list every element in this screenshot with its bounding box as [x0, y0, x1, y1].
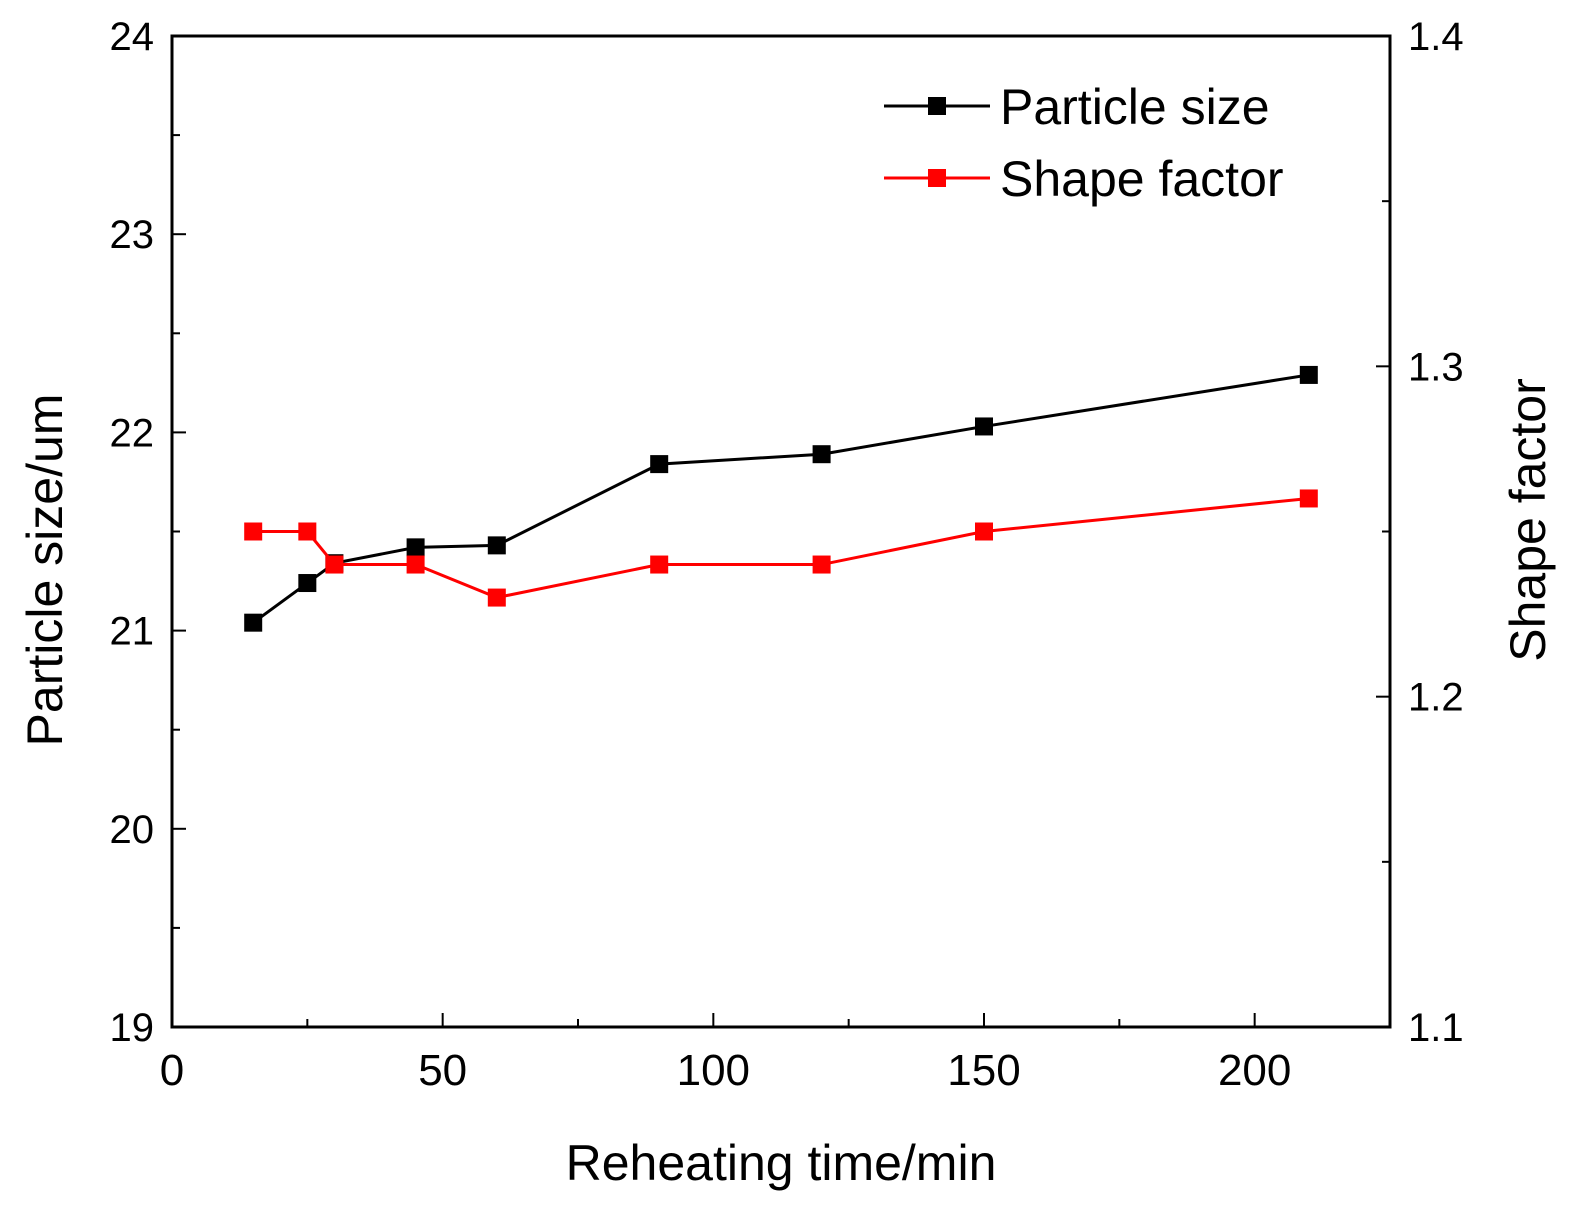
y-axis-label: Particle size/um: [17, 394, 73, 747]
data-point-shape-factor: [298, 522, 317, 541]
data-point-particle-size: [487, 536, 506, 555]
data-point-shape-factor: [650, 555, 669, 574]
x-tick-label: 150: [947, 1046, 1020, 1095]
data-point-particle-size: [812, 445, 831, 464]
legend-label-shape-factor: Shape factor: [1000, 151, 1284, 207]
data-point-shape-factor: [975, 522, 993, 541]
data-point-particle-size: [975, 417, 993, 436]
data-point-particle-size: [650, 455, 669, 474]
x-tick-label: 200: [1218, 1046, 1291, 1095]
y-tick-label: 20: [110, 808, 155, 852]
data-point-shape-factor: [325, 555, 344, 574]
data-point-particle-size: [406, 538, 425, 557]
y-tick-label: 22: [110, 411, 155, 455]
x-axis-label: Reheating time/min: [566, 1135, 997, 1191]
data-point-particle-size: [298, 574, 317, 593]
y-tick-label: 24: [110, 15, 155, 59]
x-tick-label: 100: [677, 1046, 750, 1095]
data-point-particle-size: [1299, 365, 1318, 384]
data-point-shape-factor: [406, 555, 425, 574]
y2-tick-label: 1.1: [1408, 1006, 1464, 1050]
y2-axis-label: Shape factor: [1500, 378, 1556, 662]
legend-marker-particle-size: [928, 97, 946, 115]
data-point-shape-factor: [487, 588, 506, 607]
series-line-particle-size: [252, 373, 1310, 624]
data-point-particle-size: [244, 613, 263, 632]
data-point-shape-factor: [812, 555, 831, 574]
legend: Particle size Shape factor: [884, 79, 1284, 207]
data-point-shape-factor: [244, 522, 263, 541]
y-tick-label: 21: [110, 610, 155, 654]
x-tick-label: 50: [418, 1046, 467, 1095]
y2-tick-label: 1.4: [1408, 15, 1464, 59]
y2-tick-label: 1.2: [1408, 676, 1464, 720]
y-tick-label: 23: [110, 213, 155, 257]
y-tick-label: 19: [110, 1006, 155, 1050]
legend-label-particle-size: Particle size: [1000, 79, 1270, 135]
data-point-shape-factor: [1299, 489, 1318, 508]
x-tick-label: 0: [160, 1046, 184, 1095]
legend-marker-shape-factor: [928, 169, 946, 187]
y2-tick-label: 1.3: [1408, 345, 1464, 389]
